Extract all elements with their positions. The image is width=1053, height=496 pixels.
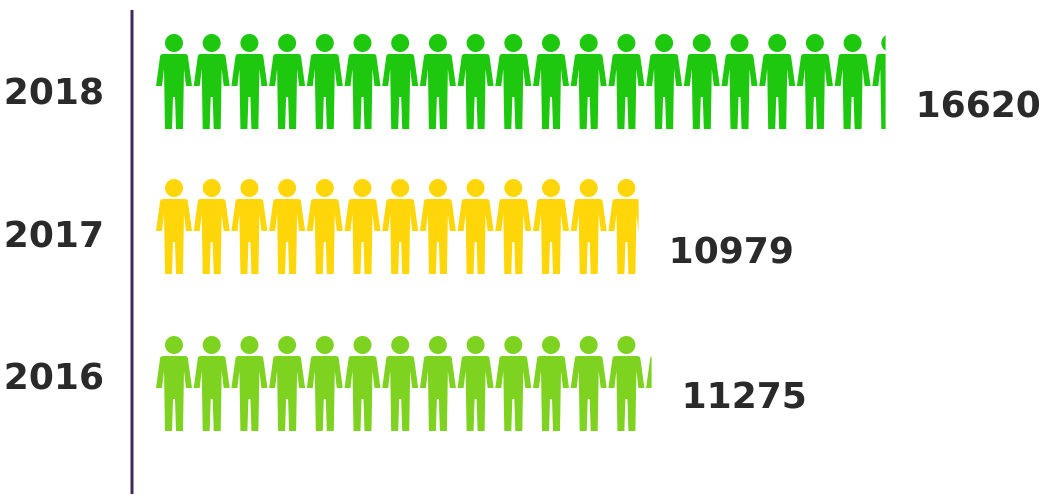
person-icon	[570, 34, 607, 129]
person-icon	[834, 34, 871, 129]
person-icon	[533, 34, 569, 129]
value-label: 10979	[669, 231, 794, 272]
person-icon	[344, 179, 381, 274]
person-icon	[457, 336, 494, 431]
person-icon	[419, 336, 456, 431]
person-icon	[269, 336, 306, 431]
person-icon	[156, 179, 192, 274]
bar-row-2016: 2016 11275	[4, 336, 807, 431]
person-icon	[608, 336, 645, 431]
person-icon	[382, 179, 419, 274]
person-icon	[721, 34, 758, 129]
person-icon	[646, 34, 683, 129]
person-icon	[231, 34, 268, 129]
person-icon	[306, 336, 343, 431]
person-icon	[344, 336, 381, 431]
person-icon	[231, 336, 268, 431]
person-icon	[382, 34, 419, 129]
person-icon	[457, 179, 494, 274]
person-icon	[306, 179, 343, 274]
person-icon	[646, 336, 652, 431]
person-icon	[759, 34, 796, 129]
person-icon	[269, 34, 306, 129]
pictogram-bar	[156, 336, 652, 431]
person-icon	[533, 336, 569, 431]
person-icon	[419, 179, 456, 274]
person-icon	[872, 34, 886, 129]
pictogram-bar	[156, 34, 886, 129]
person-icon	[495, 34, 532, 129]
person-icon	[193, 336, 230, 431]
person-icon	[570, 179, 607, 274]
person-icon	[382, 336, 419, 431]
person-icon	[193, 179, 230, 274]
pictogram-bar	[156, 179, 639, 274]
person-icon	[231, 179, 268, 274]
person-icon	[419, 34, 456, 129]
person-icon	[608, 34, 645, 129]
person-icon	[533, 179, 569, 274]
person-icon	[495, 179, 532, 274]
person-icon	[570, 336, 607, 431]
person-icon	[193, 34, 230, 129]
value-label: 11275	[682, 376, 807, 417]
person-icon	[156, 34, 192, 129]
person-icon	[156, 336, 192, 431]
category-label: 2017	[4, 215, 104, 256]
bar-row-2018: 2018 16620	[4, 34, 1041, 129]
person-icon	[344, 34, 381, 129]
person-icon	[269, 179, 306, 274]
person-icon	[796, 34, 833, 129]
category-label: 2018	[4, 72, 104, 113]
person-icon	[306, 34, 343, 129]
person-icon	[495, 336, 532, 431]
person-icon	[683, 34, 720, 129]
bar-row-2017: 2017 10979	[4, 179, 794, 274]
person-icon	[457, 34, 494, 129]
category-label: 2016	[4, 357, 104, 398]
value-label: 16620	[916, 85, 1041, 126]
person-icon	[608, 179, 639, 274]
